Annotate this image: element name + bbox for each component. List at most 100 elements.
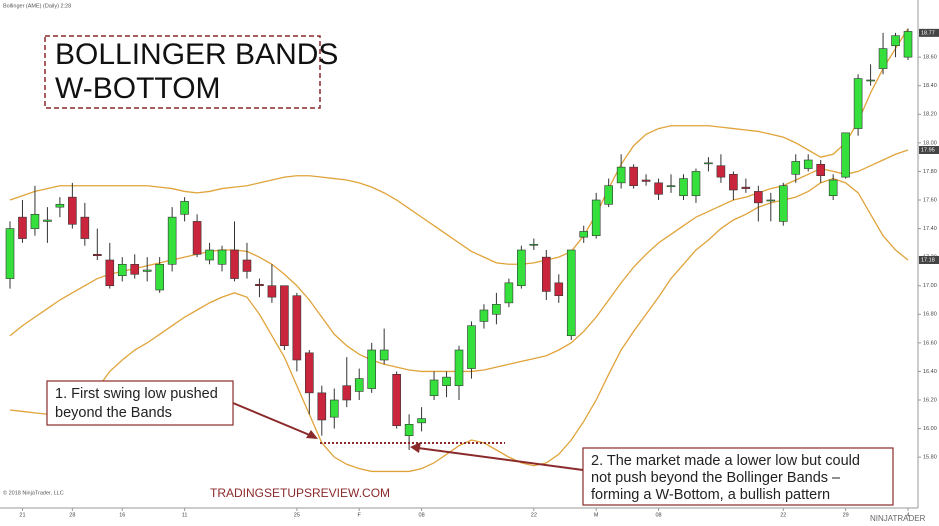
logo: NINJATRADER [870,514,926,523]
x-tick-label: 11 [182,512,188,518]
candle-body [517,249,526,287]
candle-body [329,399,339,418]
arrowhead [410,442,421,453]
candle-body [791,161,801,175]
chart-title: BOLLINGER BANDS [55,38,338,71]
annotation: beyond the Bands [55,405,172,421]
candle-body [853,78,863,129]
price-marker-label: 17.18 [921,257,935,263]
candle-body [679,178,688,197]
website: TRADINGSETUPSREVIEW.COM [210,486,390,500]
candle-body [529,243,539,246]
candle-body [267,285,277,298]
price-marker-label: 18.77 [921,30,935,36]
candle-body [305,352,314,394]
candle-body [68,196,77,225]
candle-body [754,191,763,204]
y-tick-label: 16.00 [923,426,937,432]
candle-body [903,31,913,58]
x-tick-label: 08 [419,512,425,518]
candle-body [866,79,875,82]
candle-body [691,171,701,197]
x-tick-label: 29 [843,512,849,518]
y-tick-label: 17.80 [923,169,937,175]
x-tick-label: 08 [655,512,661,518]
y-tick-label: 16.60 [923,340,937,346]
candle-body [616,166,626,184]
title-box [44,35,321,109]
candle-body [117,263,127,277]
x-tick-label: 22 [531,512,537,518]
arrowhead [306,430,318,439]
candle-body [803,159,813,169]
x-tick-label: 16 [119,512,125,518]
candle-body [93,253,102,257]
x-tick-label: 22 [780,512,786,518]
candle-body [417,418,426,424]
candle-body [180,201,189,215]
candle-body [354,378,364,392]
arrow [417,447,584,471]
candle-body [542,256,551,292]
candle-body [778,185,788,222]
candle-body [342,385,352,401]
candle-body [467,325,476,369]
candle-body [292,295,302,361]
candle-body [105,259,115,287]
candle-body [242,259,252,272]
candle-body [554,282,564,297]
candle-body [716,165,726,178]
y-tick-label: 17.00 [923,283,937,289]
y-tick-label: 18.20 [923,112,937,118]
candle-body [504,282,514,304]
candle-body [379,349,389,361]
candle-body [30,213,40,229]
candle-body [280,285,289,347]
y-tick-label: 15.80 [923,455,937,461]
chart-header: Bollinger (AME) (Daily) 2:28 [3,3,71,9]
candle-body [841,132,850,178]
candle-body [704,162,713,165]
candle-body [828,179,838,197]
candle-body [492,303,501,315]
arrow [232,402,313,437]
candle-body [43,219,52,222]
candle-body [654,182,663,195]
y-tick-label: 17.40 [923,226,937,232]
candle-body [579,231,589,238]
candle-body [891,35,900,47]
price-marker [919,28,939,37]
candle-body [217,249,227,265]
y-tick-label: 16.40 [923,369,937,375]
candle-body [5,228,15,279]
y-tick-label: 17.60 [923,197,937,203]
candle-body [729,173,738,191]
y-tick-label: 18.40 [923,83,937,89]
annotation: forming a W-Bottom, a bullish pattern [591,487,830,503]
y-tick-label: 16.20 [923,397,937,403]
annotation: 1. First swing low pushed [55,386,218,402]
candle-body [392,373,401,427]
x-tick-label: 4 [906,512,909,518]
candle-body [255,283,264,287]
copyright: © 2018 NinjaTrader, LLC [3,489,64,496]
annotation: 2. The market made a lower low but could [591,453,860,469]
candle-body [230,249,239,279]
candle-body [18,216,27,239]
y-tick-label: 18.60 [923,55,937,61]
y-tick-label: 16.80 [923,312,937,318]
price-marker [919,256,939,264]
candle-body [454,349,464,387]
candle-body [666,185,676,188]
price-marker-label: 17.95 [921,147,935,153]
y-tick-label: 18.00 [923,140,937,146]
candle-body [142,269,152,272]
candle-body [429,379,439,397]
candle-body [167,216,177,265]
candle-body [442,376,451,387]
candle-body [155,263,164,291]
candle-body [317,392,327,421]
candle-body [641,179,651,182]
candle-body [591,199,601,237]
